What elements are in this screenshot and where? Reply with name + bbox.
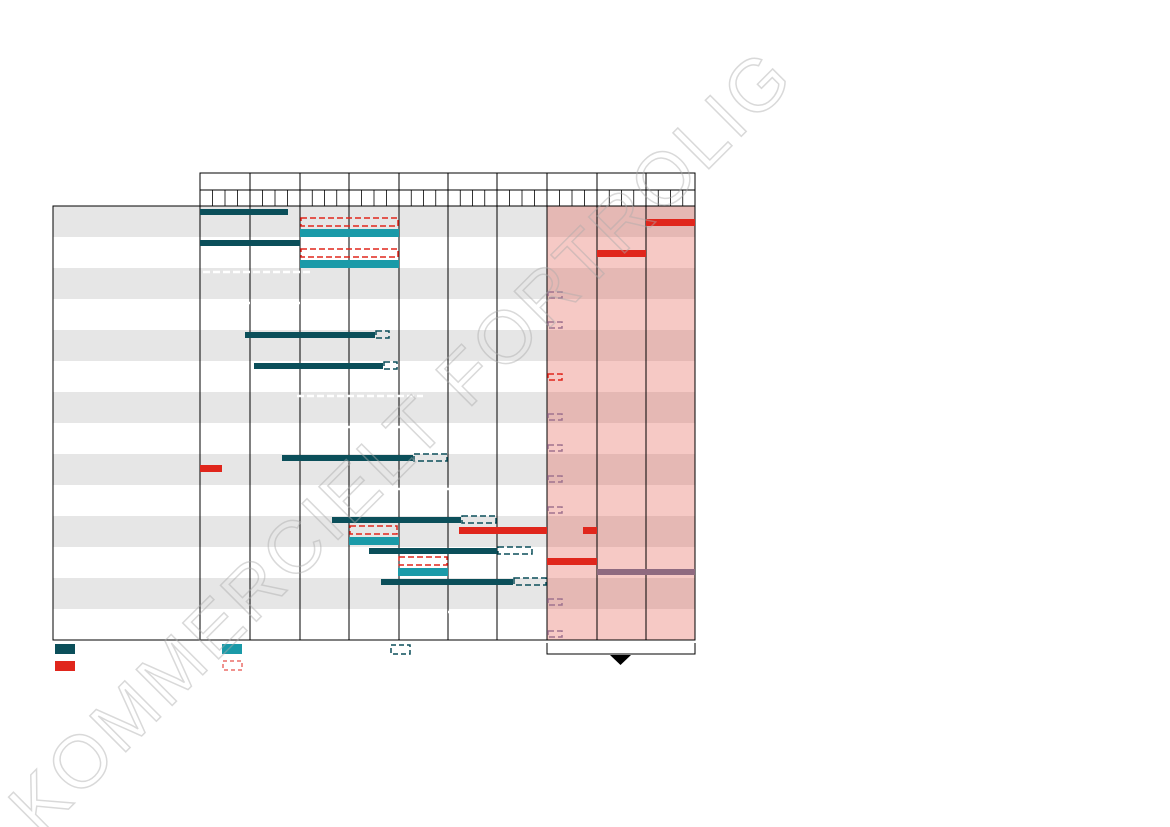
dashed-bar xyxy=(375,330,390,339)
bar xyxy=(583,558,597,565)
dashed-bar xyxy=(300,248,399,258)
legend-swatch xyxy=(222,660,243,671)
legend-swatch xyxy=(390,644,411,655)
legend-swatch xyxy=(55,644,75,654)
bar xyxy=(381,579,513,585)
bracket-arrow xyxy=(610,655,631,665)
bar xyxy=(349,537,399,545)
legend-swatch xyxy=(222,644,242,654)
legend-swatch xyxy=(55,661,75,671)
bar xyxy=(200,465,222,472)
dashed-bar xyxy=(413,453,448,462)
bracket xyxy=(546,643,696,655)
marker xyxy=(547,598,563,606)
highlight-zone xyxy=(547,206,695,640)
marker xyxy=(547,506,563,514)
marker xyxy=(547,413,563,421)
bar xyxy=(597,569,695,575)
dashed-bar xyxy=(383,361,398,370)
marker xyxy=(547,475,563,483)
bar xyxy=(300,260,399,268)
row-stripe xyxy=(53,578,695,609)
marker xyxy=(547,321,563,329)
bar xyxy=(200,240,300,246)
bar xyxy=(597,250,646,257)
bar xyxy=(282,455,413,461)
bar xyxy=(332,517,461,523)
row-stripe xyxy=(53,268,695,299)
bar xyxy=(646,219,695,226)
dashed-bar xyxy=(349,525,398,535)
dashed-bar xyxy=(513,577,547,586)
dashed-bar xyxy=(398,556,448,566)
bar xyxy=(245,332,375,338)
marker xyxy=(547,291,563,299)
marker xyxy=(547,373,563,381)
bar xyxy=(369,548,497,554)
bar xyxy=(254,363,383,369)
bar xyxy=(398,568,448,576)
bar xyxy=(200,209,288,215)
bar xyxy=(547,558,583,565)
marker xyxy=(547,444,563,452)
dashed-bar xyxy=(300,217,399,227)
grid xyxy=(52,172,696,641)
dashed-bar xyxy=(461,515,497,524)
bar xyxy=(459,527,547,534)
bar xyxy=(583,527,597,534)
dashed-bar xyxy=(497,546,533,555)
bar xyxy=(300,229,399,237)
marker xyxy=(547,630,563,638)
bars xyxy=(200,209,695,638)
